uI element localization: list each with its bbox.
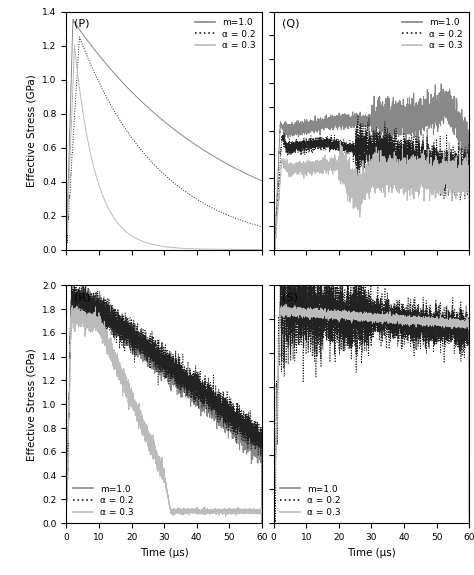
Text: (R): (R) [74,292,91,302]
Text: (P): (P) [74,18,90,29]
X-axis label: Time (μs): Time (μs) [347,547,396,558]
Y-axis label: Effective Stress (GPa): Effective Stress (GPa) [27,348,36,461]
X-axis label: Time (μs): Time (μs) [140,547,189,558]
Text: (S): (S) [282,292,297,302]
Legend: m=1.0, α = 0.2, α = 0.3: m=1.0, α = 0.2, α = 0.3 [193,16,257,52]
Y-axis label: Effective Stress (GPa): Effective Stress (GPa) [27,74,36,187]
Legend: m=1.0, α = 0.2, α = 0.3: m=1.0, α = 0.2, α = 0.3 [401,16,465,52]
Legend: m=1.0, α = 0.2, α = 0.3: m=1.0, α = 0.2, α = 0.3 [71,482,135,519]
Legend: m=1.0, α = 0.2, α = 0.3: m=1.0, α = 0.2, α = 0.3 [278,482,343,519]
Text: (Q): (Q) [282,18,299,29]
